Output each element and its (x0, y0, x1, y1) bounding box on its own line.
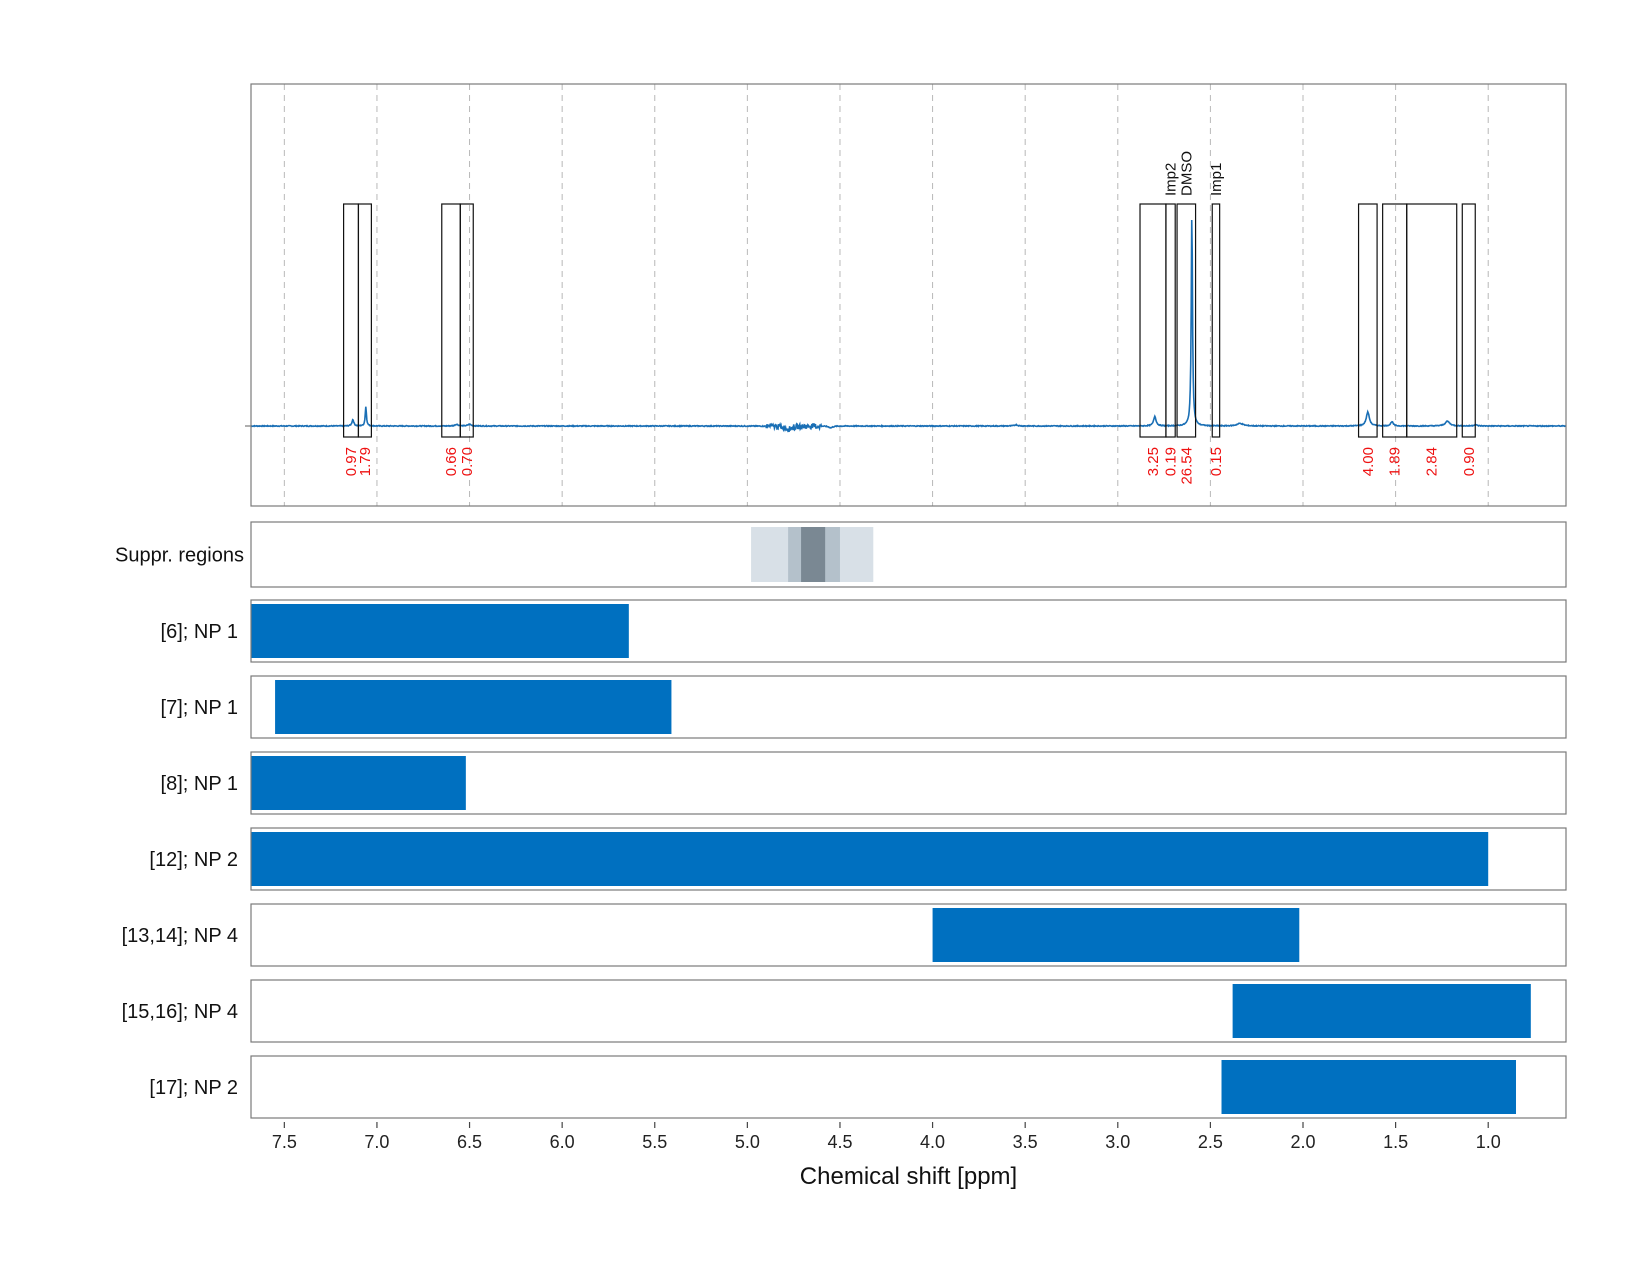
integral-value: 4.00 (1360, 447, 1377, 476)
integral-value: 3.25 (1145, 447, 1162, 476)
x-tick-label: 2.0 (1290, 1132, 1315, 1152)
x-tick-label: 3.0 (1105, 1132, 1130, 1152)
x-tick-label: 4.5 (827, 1132, 852, 1152)
integral-value: 0.97 (343, 447, 360, 476)
integral-value: 1.79 (357, 447, 374, 476)
x-tick-label: 1.0 (1476, 1132, 1501, 1152)
bar-row-frame (250, 903, 1567, 967)
range-bar (932, 908, 1300, 962)
range-bar (1221, 1060, 1516, 1114)
range-bar (251, 832, 1489, 886)
bar-row-label: [7]; NP 1 (161, 697, 238, 719)
bar-row-frame (250, 1055, 1567, 1119)
integral-value: 0.90 (1461, 447, 1478, 476)
integral-value: 1.89 (1387, 447, 1404, 476)
integration-region (441, 203, 461, 438)
range-bar (1232, 984, 1531, 1038)
range-bar (275, 680, 672, 734)
bar-row-frame (250, 979, 1567, 1043)
integration-region (1461, 203, 1476, 438)
integration-region (1139, 203, 1167, 438)
x-tick-label: 3.5 (1013, 1132, 1038, 1152)
integral-value: 0.66 (443, 447, 460, 476)
integral-value: 0.19 (1163, 447, 1180, 476)
integral-value: 26.54 (1178, 447, 1195, 485)
bar-row-label: [6]; NP 1 (161, 621, 238, 643)
integral-value: 0.70 (459, 447, 476, 476)
integral-value: 0.15 (1208, 447, 1225, 476)
spectrum-panel-frame (250, 83, 1567, 507)
integral-value: 2.84 (1424, 447, 1441, 476)
suppression-label: Suppr. regions (115, 545, 244, 567)
x-tick-label: 5.5 (642, 1132, 667, 1152)
x-tick-label: 4.0 (920, 1132, 945, 1152)
range-bar (251, 604, 629, 658)
range-bar (251, 756, 466, 810)
integration-region (1406, 203, 1458, 438)
integration-region (1211, 203, 1221, 438)
bar-row-label: [15,16]; NP 4 (122, 1001, 238, 1023)
integration-region (1382, 203, 1408, 438)
suppression-panel-frame (250, 521, 1567, 588)
integration-region (357, 203, 372, 438)
region-name-label: Imp2 (1163, 163, 1180, 196)
x-tick-label: 2.5 (1198, 1132, 1223, 1152)
x-tick-label: 1.5 (1383, 1132, 1408, 1152)
bar-row-label: [12]; NP 2 (149, 849, 238, 871)
x-tick-label: 7.5 (272, 1132, 297, 1152)
region-name-label: DMSO (1178, 151, 1195, 196)
bar-row-frame (250, 751, 1567, 815)
bar-row-frame (250, 675, 1567, 739)
x-tick-label: 7.0 (364, 1132, 389, 1152)
x-axis-title: Chemical shift [ppm] (800, 1163, 1017, 1190)
x-tick-label: 5.0 (735, 1132, 760, 1152)
bar-row-label: [8]; NP 1 (161, 773, 238, 795)
integration-region (1165, 203, 1176, 438)
x-tick-label: 6.5 (457, 1132, 482, 1152)
integration-region (1176, 203, 1197, 438)
integration-region (459, 203, 474, 438)
integration-region (343, 203, 360, 438)
bar-row-frame (250, 827, 1567, 891)
bar-row-label: [13,14]; NP 4 (122, 925, 238, 947)
region-name-label: Imp1 (1208, 163, 1225, 196)
x-tick-label: 6.0 (550, 1132, 575, 1152)
spectrum-trace (250, 220, 1567, 433)
bar-row-label: [17]; NP 2 (149, 1077, 238, 1099)
integration-region (1357, 203, 1378, 438)
suppression-band (801, 527, 826, 582)
bar-row-frame (250, 599, 1567, 663)
